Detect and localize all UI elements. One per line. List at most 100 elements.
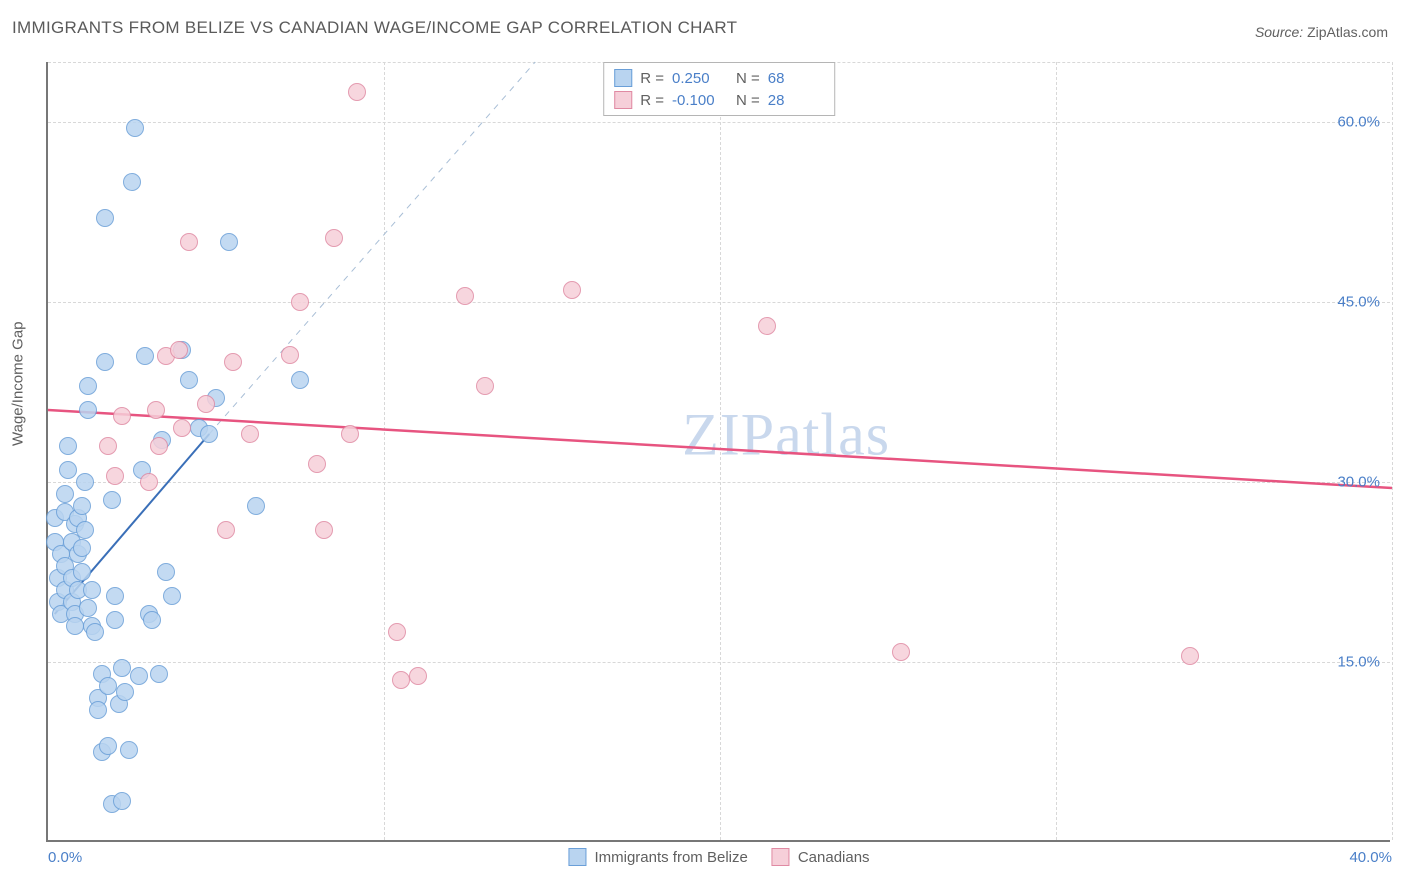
- gridline-horizontal: [48, 302, 1390, 303]
- n-label: N =: [736, 92, 760, 109]
- scatter-point-canadians: [113, 407, 131, 425]
- scatter-point-belize: [59, 437, 77, 455]
- scatter-point-belize: [120, 741, 138, 759]
- scatter-point-canadians: [348, 83, 366, 101]
- y-axis-label: Wage/Income Gap: [10, 321, 27, 446]
- swatch-belize: [568, 848, 586, 866]
- scatter-point-belize: [163, 587, 181, 605]
- scatter-point-belize: [106, 611, 124, 629]
- r-label: R =: [640, 70, 664, 87]
- n-value-belize: 68: [768, 70, 824, 87]
- scatter-point-canadians: [341, 425, 359, 443]
- scatter-point-belize: [180, 371, 198, 389]
- scatter-point-belize: [73, 539, 91, 557]
- x-tick-label: 40.0%: [1349, 849, 1392, 866]
- trend-lines-layer: [48, 62, 1390, 840]
- scatter-point-canadians: [106, 467, 124, 485]
- gridline-horizontal: [48, 122, 1390, 123]
- scatter-point-canadians: [892, 643, 910, 661]
- gridline-horizontal: [48, 482, 1390, 483]
- scatter-point-belize: [106, 587, 124, 605]
- source-label: Source:: [1255, 24, 1303, 40]
- scatter-point-belize: [83, 581, 101, 599]
- scatter-point-canadians: [197, 395, 215, 413]
- scatter-point-belize: [126, 119, 144, 137]
- r-value-belize: 0.250: [672, 70, 728, 87]
- scatter-point-belize: [220, 233, 238, 251]
- y-tick-label: 45.0%: [1337, 294, 1380, 311]
- scatter-point-belize: [73, 497, 91, 515]
- gridline-vertical: [1392, 62, 1393, 840]
- scatter-point-belize: [291, 371, 309, 389]
- scatter-point-canadians: [180, 233, 198, 251]
- swatch-canadians: [772, 848, 790, 866]
- scatter-point-belize: [96, 209, 114, 227]
- legend-item-belize: Immigrants from Belize: [568, 848, 747, 866]
- legend-row-canadians: R = -0.100 N = 28: [614, 89, 824, 111]
- scatter-point-belize: [103, 491, 121, 509]
- gridline-vertical: [1056, 62, 1057, 840]
- scatter-point-belize: [157, 563, 175, 581]
- scatter-point-canadians: [456, 287, 474, 305]
- scatter-point-canadians: [150, 437, 168, 455]
- scatter-point-belize: [79, 599, 97, 617]
- y-tick-label: 15.0%: [1337, 654, 1380, 671]
- scatter-point-canadians: [388, 623, 406, 641]
- plot-area: ZIPatlas R = 0.250 N = 68 R = -0.100 N =…: [46, 62, 1390, 842]
- legend-series: Immigrants from Belize Canadians: [568, 848, 869, 866]
- scatter-point-belize: [247, 497, 265, 515]
- scatter-point-belize: [143, 611, 161, 629]
- scatter-point-canadians: [217, 521, 235, 539]
- scatter-point-canadians: [291, 293, 309, 311]
- scatter-point-canadians: [476, 377, 494, 395]
- scatter-point-canadians: [99, 437, 117, 455]
- n-label: N =: [736, 70, 760, 87]
- n-value-canadians: 28: [768, 92, 824, 109]
- scatter-point-canadians: [308, 455, 326, 473]
- scatter-point-canadians: [170, 341, 188, 359]
- scatter-point-canadians: [147, 401, 165, 419]
- scatter-point-belize: [99, 677, 117, 695]
- legend-row-belize: R = 0.250 N = 68: [614, 67, 824, 89]
- scatter-point-belize: [86, 623, 104, 641]
- scatter-point-canadians: [325, 229, 343, 247]
- scatter-point-belize: [123, 173, 141, 191]
- scatter-point-belize: [89, 701, 107, 719]
- scatter-point-belize: [79, 401, 97, 419]
- scatter-point-canadians: [140, 473, 158, 491]
- scatter-point-canadians: [1181, 647, 1199, 665]
- scatter-point-belize: [76, 521, 94, 539]
- series-label-belize: Immigrants from Belize: [594, 849, 747, 866]
- y-tick-label: 60.0%: [1337, 114, 1380, 131]
- scatter-point-belize: [73, 563, 91, 581]
- source-attribution: Source: ZipAtlas.com: [1255, 24, 1388, 40]
- scatter-point-canadians: [758, 317, 776, 335]
- scatter-point-canadians: [224, 353, 242, 371]
- gridline-vertical: [720, 62, 721, 840]
- scatter-point-belize: [76, 473, 94, 491]
- x-tick-label: 0.0%: [48, 849, 82, 866]
- r-value-canadians: -0.100: [672, 92, 728, 109]
- source-value: ZipAtlas.com: [1307, 24, 1388, 40]
- legend-item-canadians: Canadians: [772, 848, 870, 866]
- scatter-point-belize: [113, 659, 131, 677]
- scatter-point-canadians: [281, 346, 299, 364]
- scatter-point-canadians: [173, 419, 191, 437]
- scatter-point-belize: [99, 737, 117, 755]
- y-tick-label: 30.0%: [1337, 474, 1380, 491]
- gridline-vertical: [384, 62, 385, 840]
- scatter-point-canadians: [241, 425, 259, 443]
- scatter-point-belize: [96, 353, 114, 371]
- series-label-canadians: Canadians: [798, 849, 870, 866]
- scatter-point-belize: [56, 485, 74, 503]
- scatter-point-canadians: [392, 671, 410, 689]
- scatter-point-belize: [150, 665, 168, 683]
- scatter-point-belize: [113, 792, 131, 810]
- scatter-point-belize: [66, 617, 84, 635]
- swatch-canadians: [614, 91, 632, 109]
- scatter-point-belize: [59, 461, 77, 479]
- scatter-point-belize: [116, 683, 134, 701]
- scatter-point-canadians: [315, 521, 333, 539]
- watermark-text: ZIPatlas: [682, 401, 890, 470]
- swatch-belize: [614, 69, 632, 87]
